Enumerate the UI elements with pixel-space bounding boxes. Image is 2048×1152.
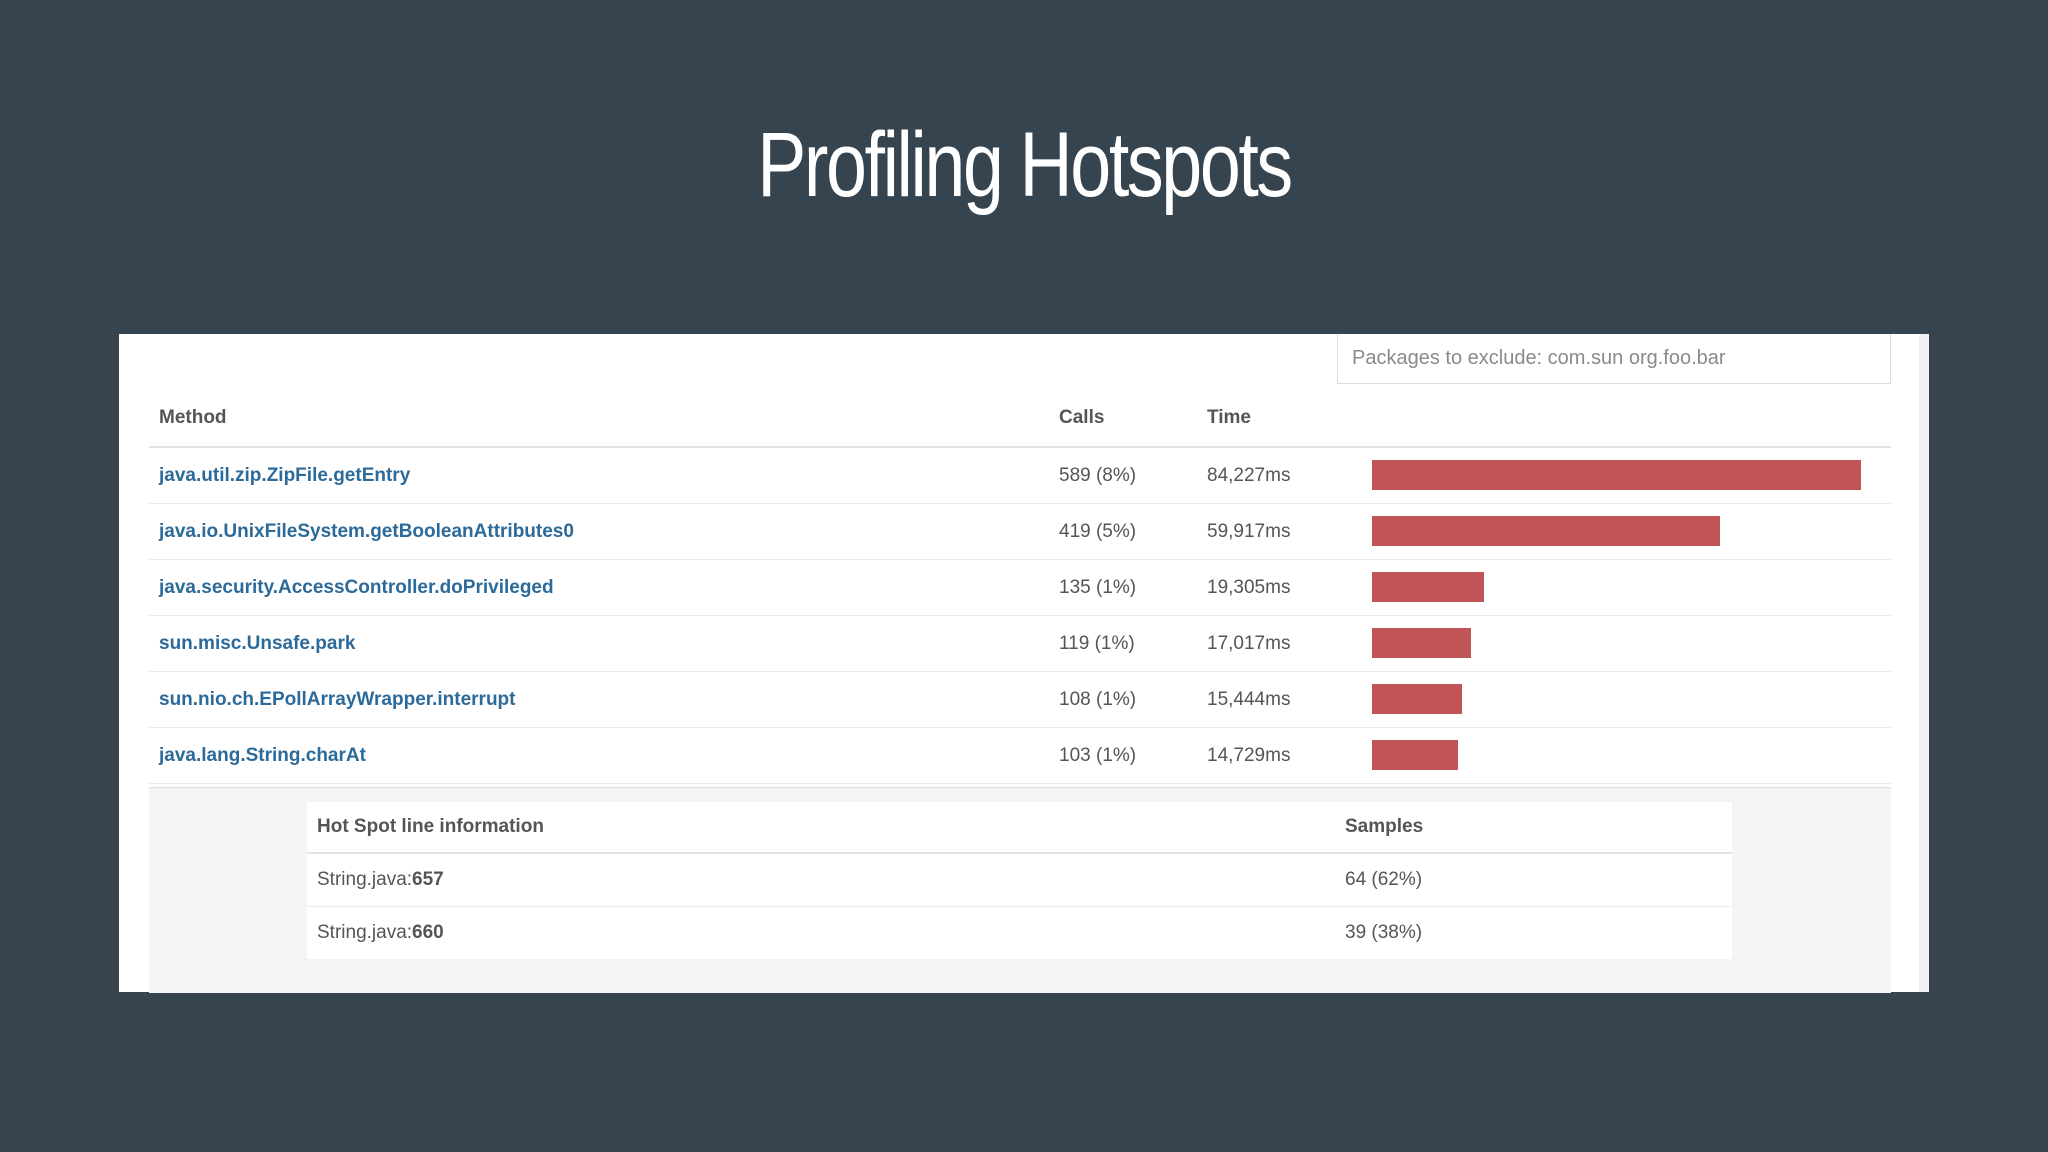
- samples-header: Samples: [1345, 816, 1424, 837]
- calls-value: 119 (1%): [1059, 633, 1135, 654]
- calls-value: 103 (1%): [1059, 745, 1137, 766]
- calls-value: 135 (1%): [1059, 577, 1137, 598]
- hotspot-detail-area: Hot Spot line information Samples String…: [149, 787, 1891, 993]
- file-name: String.java:: [317, 922, 413, 943]
- time-value: 17,017ms: [1207, 633, 1291, 654]
- method-link[interactable]: sun.misc.Unsafe.park: [159, 633, 356, 654]
- time-value: 84,227ms: [1207, 465, 1291, 486]
- profiler-panel: Method Calls Time java.util.zip.ZipFile.…: [119, 334, 1929, 993]
- table-row[interactable]: java.util.zip.ZipFile.getEntry 589 (8%) …: [149, 448, 1891, 504]
- detail-row: String.java:660 39 (38%): [307, 907, 1732, 959]
- package-exclude-input[interactable]: [1337, 334, 1891, 384]
- samples-value: 39 (38%): [1345, 922, 1423, 943]
- line-location: String.java:660: [317, 907, 444, 959]
- hotspot-line-table: Hot Spot line information Samples String…: [307, 802, 1732, 959]
- method-link[interactable]: java.io.UnixFileSystem.getBooleanAttribu…: [159, 521, 574, 542]
- time-value: 14,729ms: [1207, 745, 1291, 766]
- time-value: 15,444ms: [1207, 689, 1291, 710]
- file-name: String.java:: [317, 869, 413, 890]
- line-number: 657: [412, 869, 444, 890]
- slide-title: Profiling Hotspots: [757, 114, 1293, 216]
- method-link[interactable]: sun.nio.ch.EPollArrayWrapper.interrupt: [159, 689, 516, 710]
- time-bar: [1372, 572, 1484, 602]
- detail-row: String.java:657 64 (62%): [307, 854, 1732, 907]
- time-column-header[interactable]: Time: [1207, 407, 1252, 428]
- samples-value: 64 (62%): [1345, 869, 1423, 890]
- line-location: String.java:657: [317, 854, 444, 906]
- time-bar: [1372, 628, 1471, 658]
- table-row[interactable]: sun.nio.ch.EPollArrayWrapper.interrupt 1…: [149, 672, 1891, 728]
- calls-value: 419 (5%): [1059, 521, 1137, 542]
- hotspot-methods-table: Method Calls Time java.util.zip.ZipFile.…: [149, 390, 1891, 784]
- method-link[interactable]: java.security.AccessController.doPrivile…: [159, 577, 554, 598]
- method-link[interactable]: java.lang.String.charAt: [159, 745, 366, 766]
- table-header-row: Method Calls Time: [149, 390, 1891, 448]
- time-value: 59,917ms: [1207, 521, 1291, 542]
- calls-value: 589 (8%): [1059, 465, 1137, 486]
- time-bar: [1372, 684, 1462, 714]
- calls-column-header[interactable]: Calls: [1059, 407, 1105, 428]
- method-column-header[interactable]: Method: [159, 407, 227, 428]
- table-row[interactable]: sun.misc.Unsafe.park 119 (1%) 17,017ms: [149, 616, 1891, 672]
- table-row[interactable]: java.lang.String.charAt 103 (1%) 14,729m…: [149, 728, 1891, 784]
- calls-value: 108 (1%): [1059, 689, 1137, 710]
- line-number: 660: [412, 922, 444, 943]
- detail-header-row: Hot Spot line information Samples: [307, 802, 1732, 854]
- table-row[interactable]: java.security.AccessController.doPrivile…: [149, 560, 1891, 616]
- time-bar: [1372, 740, 1458, 770]
- method-link[interactable]: java.util.zip.ZipFile.getEntry: [159, 465, 411, 486]
- time-value: 19,305ms: [1207, 577, 1291, 598]
- table-row[interactable]: java.io.UnixFileSystem.getBooleanAttribu…: [149, 504, 1891, 560]
- line-info-header: Hot Spot line information: [317, 816, 544, 837]
- time-bar: [1372, 460, 1861, 490]
- time-bar: [1372, 516, 1720, 546]
- panel-scrollbar[interactable]: [1919, 334, 1929, 992]
